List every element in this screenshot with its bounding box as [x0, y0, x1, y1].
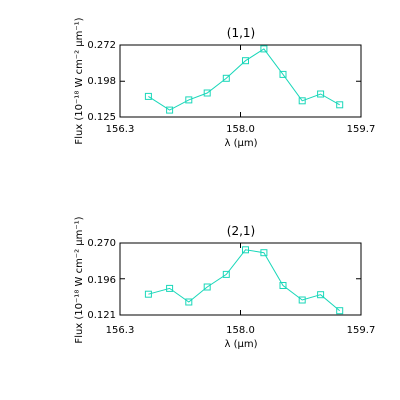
data-point-marker [260, 249, 268, 257]
data-point-marker [203, 89, 211, 97]
x-axis-label: λ (μm) [224, 339, 257, 350]
x-tick-label: 159.7 [347, 325, 376, 336]
y-tick-label: 0.272 [87, 40, 116, 51]
x-tick-label: 158.0 [226, 124, 255, 135]
series-line [148, 249, 341, 312]
panel-title: (2,1) [227, 224, 255, 238]
data-point-marker [203, 283, 211, 291]
data-point-marker [279, 282, 287, 289]
data-point-marker [317, 90, 325, 98]
data-point-marker [279, 70, 287, 78]
data-point-marker [242, 57, 249, 65]
panel-title: (1,1) [227, 26, 255, 40]
data-point-marker [222, 270, 230, 278]
data-point-marker [298, 97, 306, 105]
x-tick-label: 156.3 [106, 124, 135, 135]
axis-ticks [119, 242, 362, 316]
y-tick-label: 0.198 [87, 76, 116, 87]
y-tick-label: 0.196 [87, 275, 116, 286]
data-series [144, 45, 344, 114]
y-axis-label: Flux (10⁻¹⁸ W cm⁻² μm⁻¹) [74, 216, 85, 343]
x-axis-label: λ (μm) [224, 138, 257, 149]
x-tick-label: 156.3 [106, 325, 135, 336]
x-tick-label: 158.0 [226, 325, 255, 336]
y-tick-label: 0.125 [87, 112, 116, 123]
data-point-marker [298, 296, 306, 304]
data-series [144, 246, 344, 315]
data-point-marker [317, 291, 325, 299]
x-tick-label: 159.7 [347, 124, 376, 135]
data-point-marker [185, 96, 193, 104]
data-point-marker [242, 246, 249, 254]
y-axis-label: Flux (10⁻¹⁸ W cm⁻² μm⁻¹) [74, 17, 85, 144]
data-point-marker [144, 290, 152, 298]
data-point-marker [185, 298, 193, 306]
chart-panel-1: (1,1) 156.3 158.0 159.7 0.125 0.198 0.27… [74, 17, 375, 149]
data-point-marker [260, 45, 268, 53]
data-point-marker [336, 101, 344, 109]
data-point-marker [336, 307, 344, 315]
data-point-marker [144, 92, 152, 100]
y-tick-label: 0.121 [87, 310, 116, 321]
data-point-marker [166, 284, 174, 292]
y-tick-label: 0.270 [87, 238, 116, 249]
axis-ticks [119, 44, 362, 118]
data-point-marker [222, 74, 230, 82]
data-point-marker [166, 106, 174, 114]
chart-panel-2: (2,1) 156.3 158.0 159.7 0.121 0.196 0.27… [74, 216, 375, 350]
series-line [148, 48, 340, 111]
